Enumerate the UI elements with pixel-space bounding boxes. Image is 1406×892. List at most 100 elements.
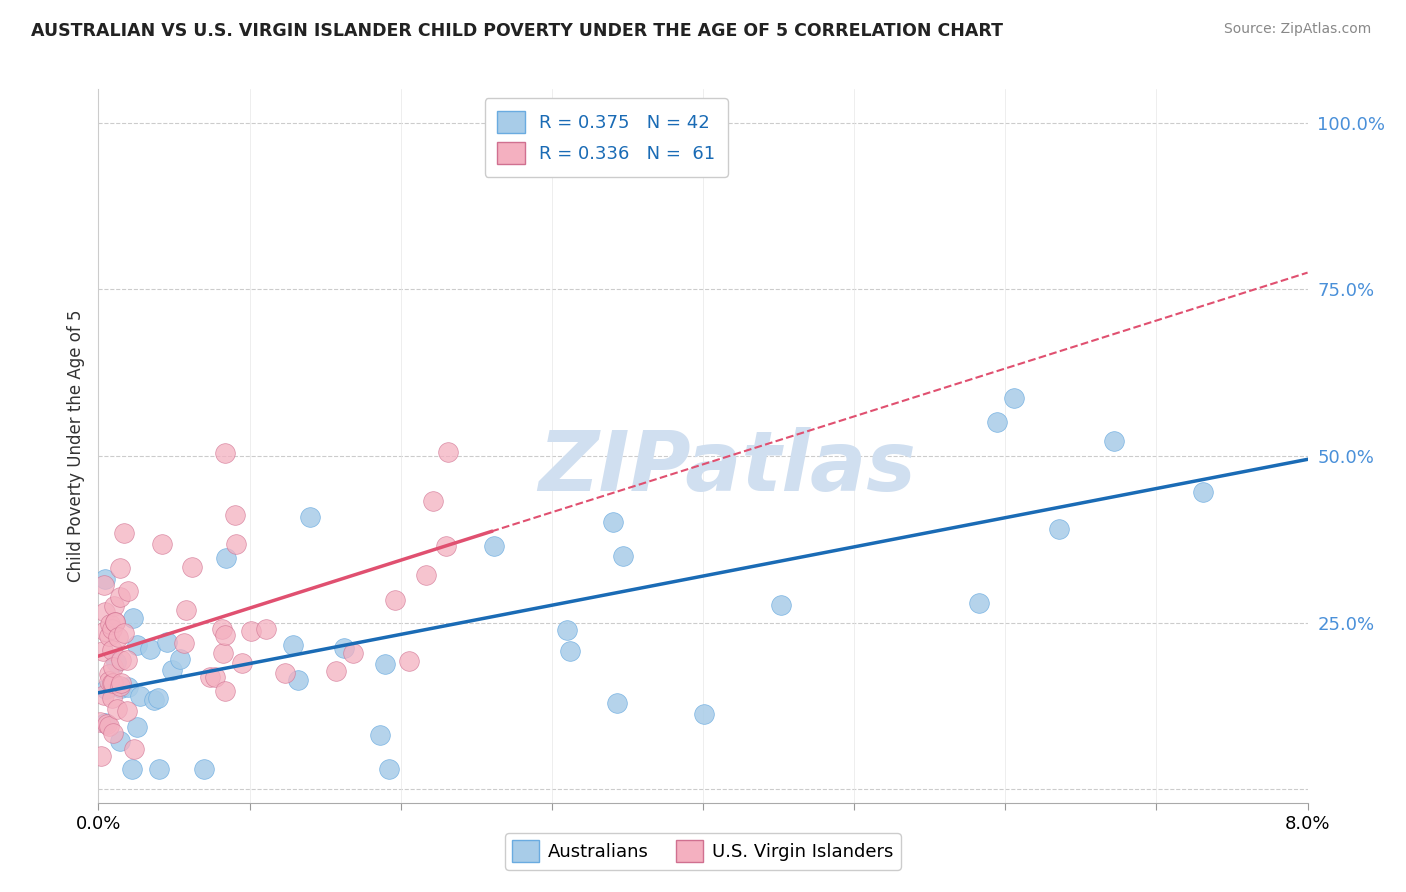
Point [299, 509, 322, 524]
Point [612, 549, 634, 563]
Text: Source: ZipAtlas.com: Source: ZipAtlas.com [1223, 22, 1371, 37]
Point [94, 682, 117, 697]
Point [169, 652, 191, 666]
Point [112, 526, 135, 541]
Point [94, 605, 117, 619]
Point [378, 763, 401, 777]
Point [98, 629, 121, 643]
Point [125, 638, 148, 652]
Point [434, 539, 457, 553]
Point [156, 635, 179, 649]
Point [148, 763, 170, 777]
Point [104, 655, 127, 669]
Point [101, 691, 124, 706]
Point [482, 540, 505, 554]
Point [287, 673, 309, 687]
Point [122, 611, 145, 625]
Point [415, 568, 437, 582]
Point [769, 598, 792, 612]
Point [101, 675, 124, 690]
Point [162, 663, 184, 677]
Legend: R = 0.375   N = 42, R = 0.336   N =  61: R = 0.375 N = 42, R = 0.336 N = 61 [485, 98, 728, 177]
Point [128, 690, 150, 704]
Point [173, 636, 195, 650]
Legend: Australians, U.S. Virgin Islanders: Australians, U.S. Virgin Islanders [505, 833, 901, 870]
Point [103, 599, 125, 613]
Point [437, 445, 460, 459]
Point [142, 692, 165, 706]
Point [115, 704, 138, 718]
Point [224, 508, 246, 522]
Point [108, 591, 131, 605]
Point [225, 537, 247, 551]
Point [333, 641, 356, 656]
Point [125, 720, 148, 734]
Point [103, 726, 125, 740]
Point [1002, 391, 1025, 405]
Point [94, 572, 117, 586]
Point [93, 624, 115, 639]
Point [214, 446, 236, 460]
Point [986, 415, 1008, 429]
Point [693, 706, 716, 721]
Point [555, 623, 578, 637]
Point [422, 493, 444, 508]
Point [1191, 484, 1213, 499]
Point [117, 653, 139, 667]
Point [193, 763, 215, 777]
Point [91, 644, 114, 658]
Point [200, 670, 222, 684]
Point [104, 615, 127, 629]
Point [215, 551, 238, 566]
Point [105, 702, 128, 716]
Point [93, 578, 115, 592]
Point [121, 763, 143, 777]
Point [606, 696, 628, 710]
Point [180, 559, 202, 574]
Point [122, 741, 145, 756]
Point [97, 719, 120, 733]
Point [281, 638, 304, 652]
Point [97, 666, 120, 681]
Point [110, 679, 132, 693]
Point [150, 537, 173, 551]
Point [117, 680, 139, 694]
Point [94, 715, 117, 730]
Point [1102, 434, 1125, 448]
Point [108, 561, 131, 575]
Point [325, 665, 347, 679]
Point [110, 681, 132, 696]
Point [231, 656, 253, 670]
Text: AUSTRALIAN VS U.S. VIRGIN ISLANDER CHILD POVERTY UNDER THE AGE OF 5 CORRELATION : AUSTRALIAN VS U.S. VIRGIN ISLANDER CHILD… [31, 22, 1002, 40]
Point [110, 676, 132, 690]
Point [103, 660, 125, 674]
Point [112, 626, 135, 640]
Point [398, 654, 420, 668]
Point [558, 644, 581, 658]
Point [374, 657, 396, 672]
Point [101, 642, 124, 657]
Point [101, 622, 124, 636]
Point [107, 630, 129, 644]
Point [368, 728, 391, 742]
Point [214, 628, 236, 642]
Point [174, 603, 197, 617]
Text: ZIPatlas: ZIPatlas [538, 427, 917, 508]
Point [342, 646, 364, 660]
Point [146, 690, 169, 705]
Point [602, 515, 624, 529]
Point [101, 676, 124, 690]
Point [969, 596, 991, 610]
Point [211, 622, 233, 636]
Point [108, 734, 131, 748]
Point [274, 665, 297, 680]
Y-axis label: Child Poverty Under the Age of 5: Child Poverty Under the Age of 5 [66, 310, 84, 582]
Point [110, 652, 132, 666]
Point [384, 593, 406, 607]
Point [89, 714, 111, 729]
Point [204, 670, 226, 684]
Point [98, 616, 121, 631]
Point [117, 584, 139, 599]
Point [139, 642, 162, 657]
Point [96, 717, 118, 731]
